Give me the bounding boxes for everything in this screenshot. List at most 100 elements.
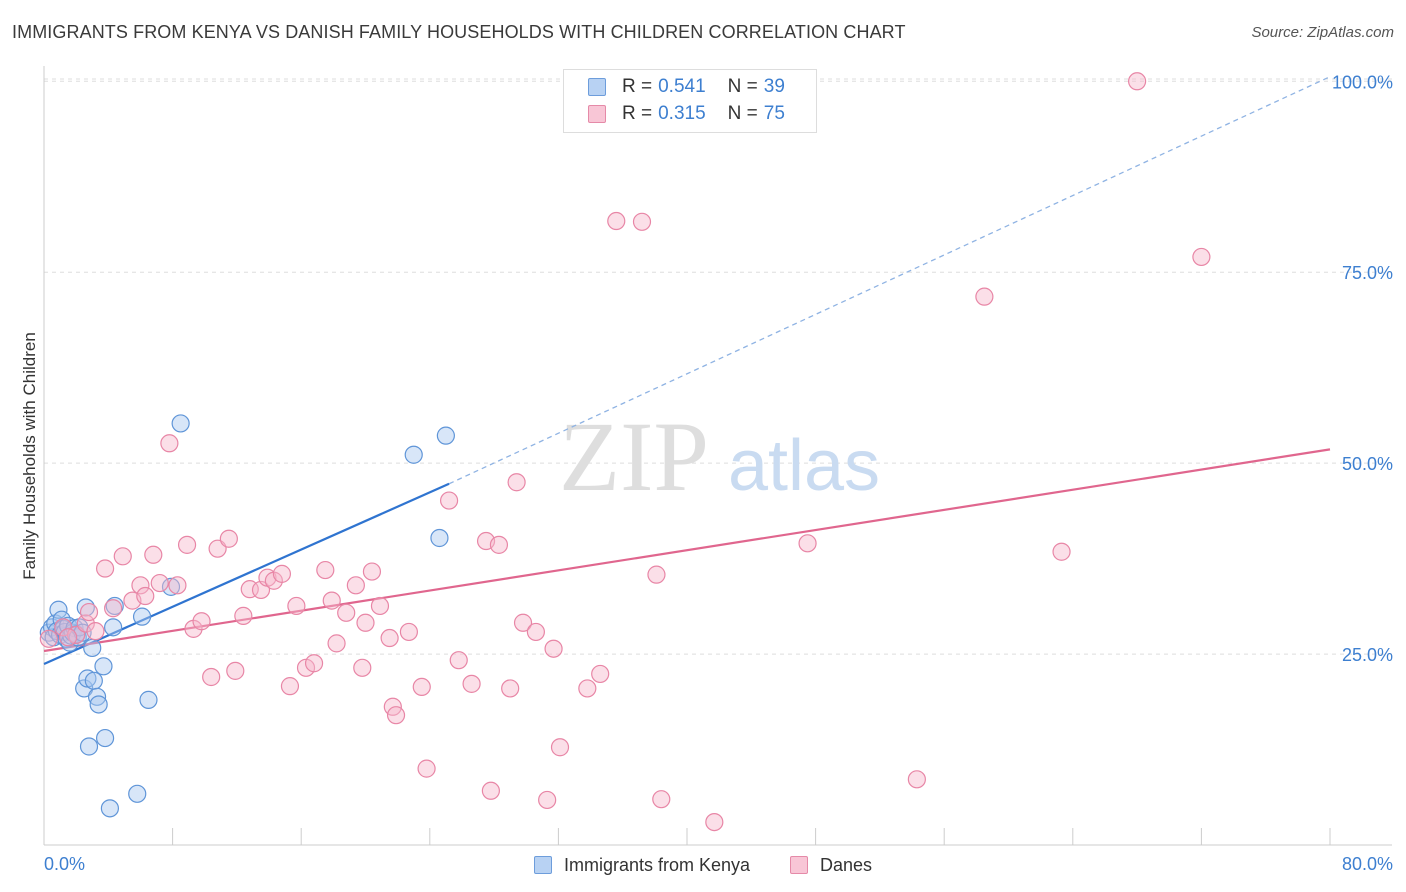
x-tick-label-min: 0.0% [44, 854, 85, 874]
point-kenya-26 [87, 687, 107, 706]
legend-r-value-danes: 0.315 [658, 103, 706, 124]
source-label: Source: ZipAtlas.com [1251, 24, 1394, 41]
point-danes-48 [439, 491, 459, 510]
trendline-kenya [43, 482, 450, 666]
point-danes-34 [322, 591, 341, 610]
point-danes-28 [272, 564, 292, 583]
point-danes-64 [632, 212, 652, 231]
point-danes-4 [79, 602, 99, 622]
point-danes-37 [346, 576, 365, 595]
point-danes-44 [386, 706, 406, 725]
point-danes-10 [131, 576, 150, 595]
point-danes-11 [136, 586, 155, 606]
point-danes-14 [160, 434, 179, 453]
point-kenya-35 [139, 690, 158, 709]
y-tick-label-2: 75.0% [1342, 263, 1393, 283]
point-danes-60 [550, 738, 570, 757]
point-danes-61 [578, 679, 597, 698]
point-danes-71 [1052, 542, 1071, 561]
point-kenya-38 [404, 445, 423, 464]
point-kenya-25 [84, 671, 103, 690]
point-danes-3 [76, 614, 95, 633]
point-danes-42 [380, 628, 399, 648]
legend-n-value-kenya: 39 [763, 76, 785, 97]
point-danes-58 [538, 790, 557, 810]
series-legend-kenya: Immigrants from Kenya [533, 854, 751, 876]
point-danes-46 [412, 677, 431, 697]
point-danes-59 [544, 639, 563, 658]
point-danes-63 [607, 211, 626, 231]
y-tick-label-1: 50.0% [1342, 454, 1393, 474]
point-danes-66 [652, 790, 671, 809]
point-kenya-24 [83, 638, 102, 658]
point-danes-47 [417, 759, 436, 778]
point-kenya-40 [436, 426, 455, 445]
series-swatch-kenya [533, 856, 552, 874]
grid-layer [44, 78, 1392, 655]
point-danes-29 [280, 677, 300, 696]
point-danes-6 [95, 559, 115, 578]
point-kenya-31 [104, 618, 123, 637]
legend-n-value-danes: 75 [763, 103, 785, 124]
point-kenya-36 [161, 577, 181, 596]
trend-layer [43, 76, 1331, 666]
point-danes-38 [353, 658, 372, 677]
legend-row-kenya: R = 0.541 N = 39 [588, 74, 785, 100]
tick-label-layer: 25.0% 50.0% 75.0% 100.0% 0.0% 80.0% [44, 72, 1393, 874]
point-kenya-23 [79, 737, 99, 756]
series-legend-danes: Danes [790, 855, 872, 876]
point-kenya-39 [430, 528, 449, 548]
series-label-kenya: Immigrants from Kenya [563, 854, 751, 875]
chart-title: IMMIGRANTS FROM KENYA VS DANISH FAMILY H… [12, 22, 906, 42]
point-danes-40 [362, 562, 382, 581]
point-danes-49 [449, 651, 468, 670]
point-danes-53 [489, 535, 509, 554]
legend-r-label-kenya: R = [622, 76, 653, 97]
correlation-legend: R = 0.541 N = 39 R = 0.315 N = 75 [563, 69, 817, 133]
legend-r-label-danes: R = [622, 103, 653, 124]
point-danes-32 [304, 654, 324, 673]
point-danes-36 [337, 603, 356, 622]
point-danes-68 [798, 534, 817, 553]
legend-n-label-kenya: N = [727, 76, 758, 97]
y-tick-label-3: 100.0% [1332, 72, 1393, 92]
point-danes-21 [219, 529, 238, 548]
point-danes-69 [907, 770, 926, 789]
point-kenya-29 [95, 728, 115, 748]
point-danes-74 [59, 628, 78, 647]
point-danes-8 [113, 547, 132, 566]
watermark-zip: ZIP [559, 401, 709, 512]
point-danes-13 [150, 573, 169, 593]
point-kenya-33 [128, 784, 147, 803]
trendline-kenya-extension [448, 76, 1331, 485]
point-danes-39 [356, 613, 375, 632]
point-danes-7 [104, 599, 123, 618]
point-danes-18 [192, 612, 211, 631]
point-danes-30 [287, 596, 306, 616]
legend-n-label-danes: N = [727, 103, 758, 124]
point-danes-57 [526, 622, 545, 642]
point-danes-12 [144, 545, 163, 564]
legend-swatch-kenya [588, 78, 606, 96]
point-danes-72 [1127, 72, 1147, 91]
point-danes-33 [316, 560, 335, 580]
point-danes-65 [647, 565, 666, 584]
point-danes-70 [975, 287, 994, 306]
point-danes-54 [501, 679, 520, 698]
point-danes-16 [177, 535, 197, 554]
legend-row-danes: R = 0.315 N = 75 [588, 101, 785, 127]
point-danes-62 [591, 664, 610, 684]
point-danes-56 [513, 613, 533, 632]
series-legend: Immigrants from Kenya Danes [0, 852, 1406, 878]
legend-swatch-danes [588, 105, 606, 123]
point-kenya-34 [132, 607, 152, 626]
point-danes-67 [705, 812, 724, 832]
point-danes-35 [327, 634, 346, 653]
trendline-danes [43, 448, 1331, 653]
point-kenya-30 [100, 799, 120, 818]
point-danes-52 [481, 781, 500, 800]
point-kenya-37 [171, 414, 190, 433]
point-kenya-28 [94, 657, 113, 676]
series-label-danes: Danes [820, 854, 873, 875]
point-danes-45 [399, 622, 419, 642]
